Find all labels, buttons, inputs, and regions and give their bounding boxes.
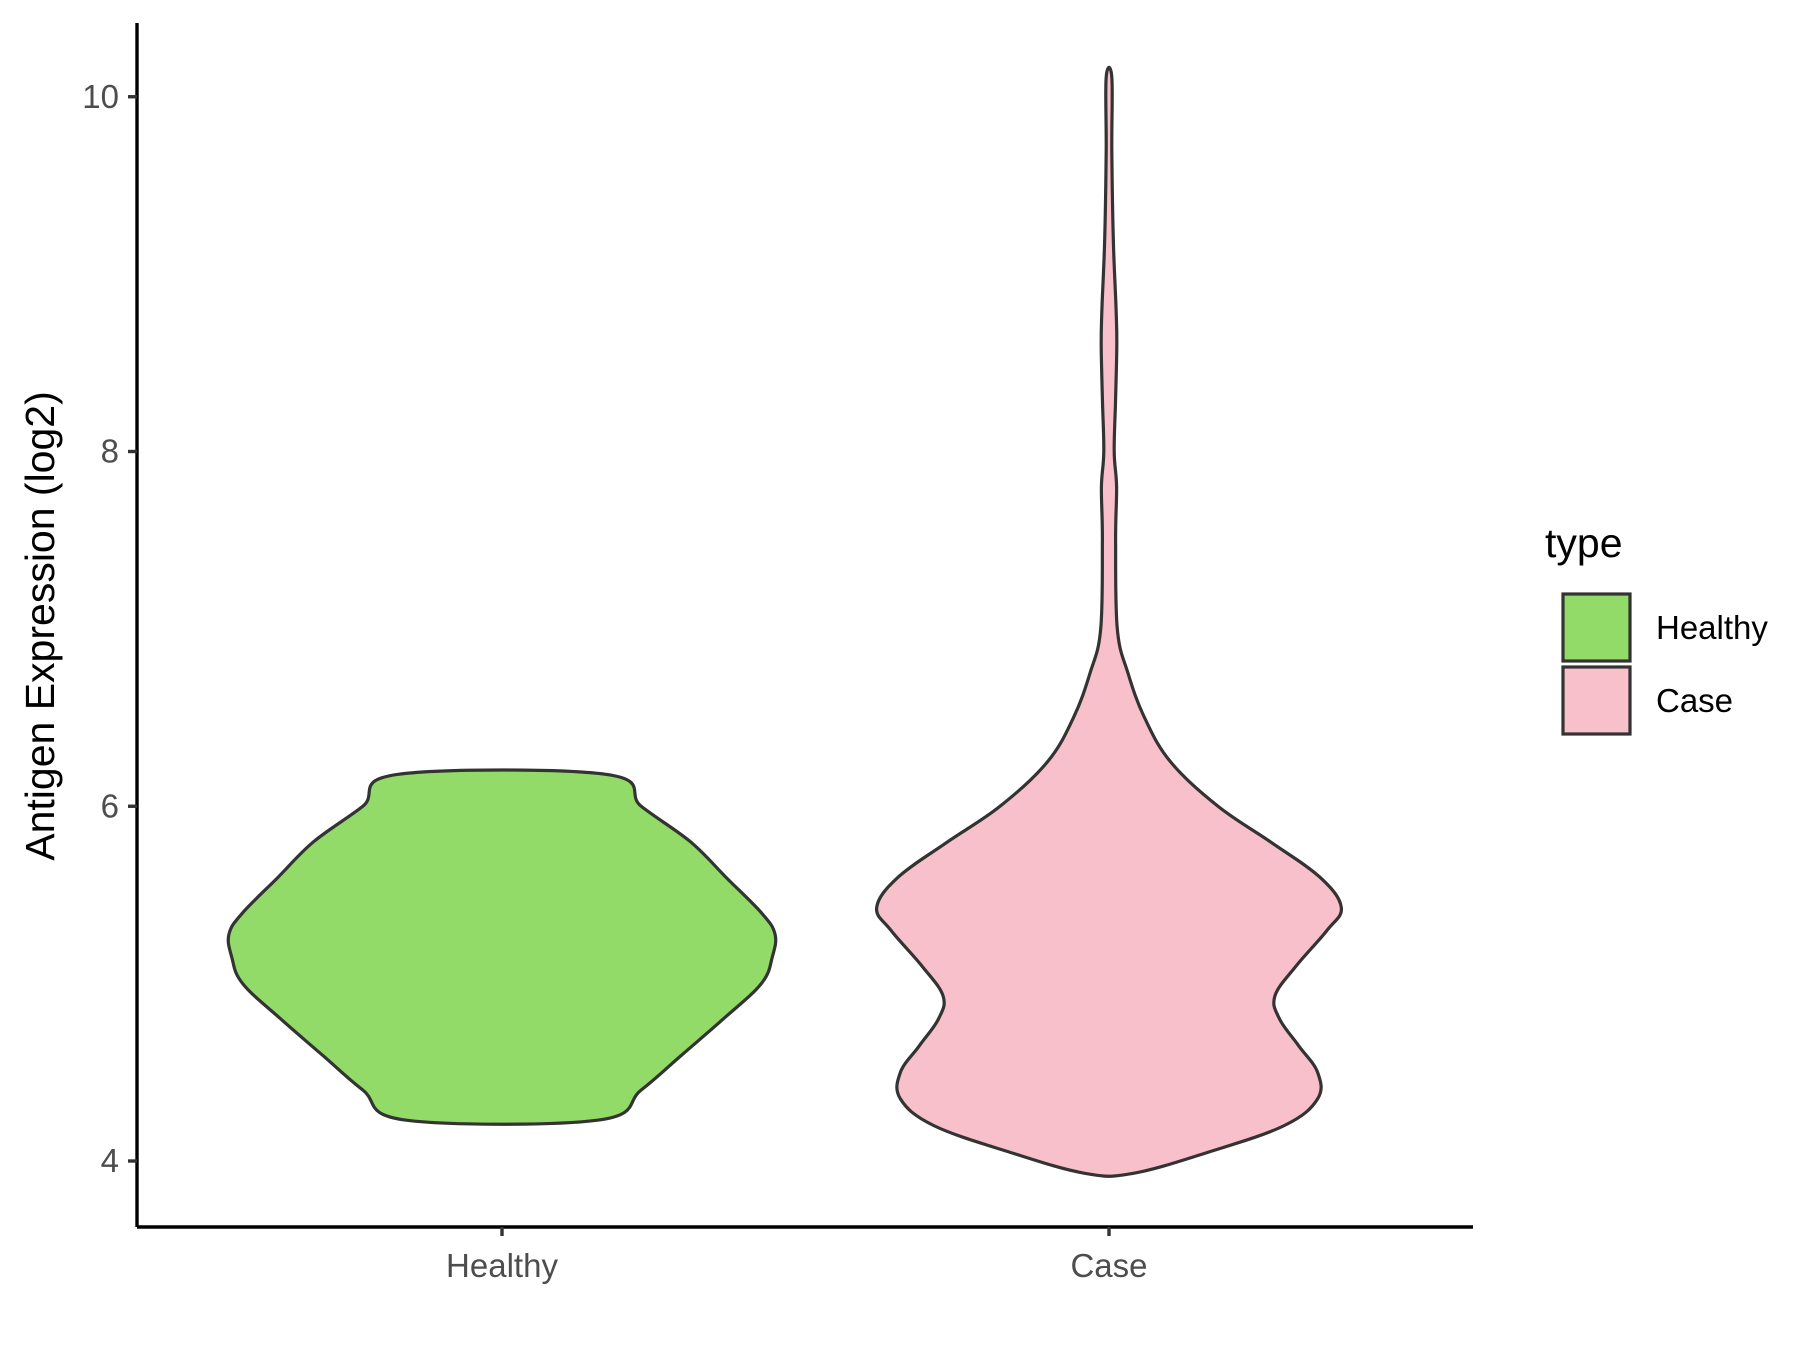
legend-label-healthy: Healthy [1656,609,1768,646]
y-tick-label: 6 [101,787,119,824]
legend-key-healthy [1561,592,1632,663]
x-tick-label: Healthy [446,1247,558,1284]
legend-key-case [1561,665,1632,736]
violin-healthy [226,768,778,1126]
y-tick-label: 10 [82,78,119,115]
y-axis-title: Antigen Expression (log2) [17,391,63,860]
y-tick-label: 8 [101,433,119,470]
legend-label-case: Case [1656,682,1733,719]
violins-layer [226,65,1343,1178]
y-ticks: 4 6 8 10 [82,78,137,1179]
legend: type Healthy Case [1545,520,1768,736]
legend-title: type [1545,520,1623,566]
violin-case [875,65,1343,1178]
x-ticks: Healthy Case [446,1227,1148,1284]
axes-layer [135,23,1473,1229]
x-tick-label: Case [1070,1247,1147,1284]
y-tick-label: 4 [101,1142,119,1179]
